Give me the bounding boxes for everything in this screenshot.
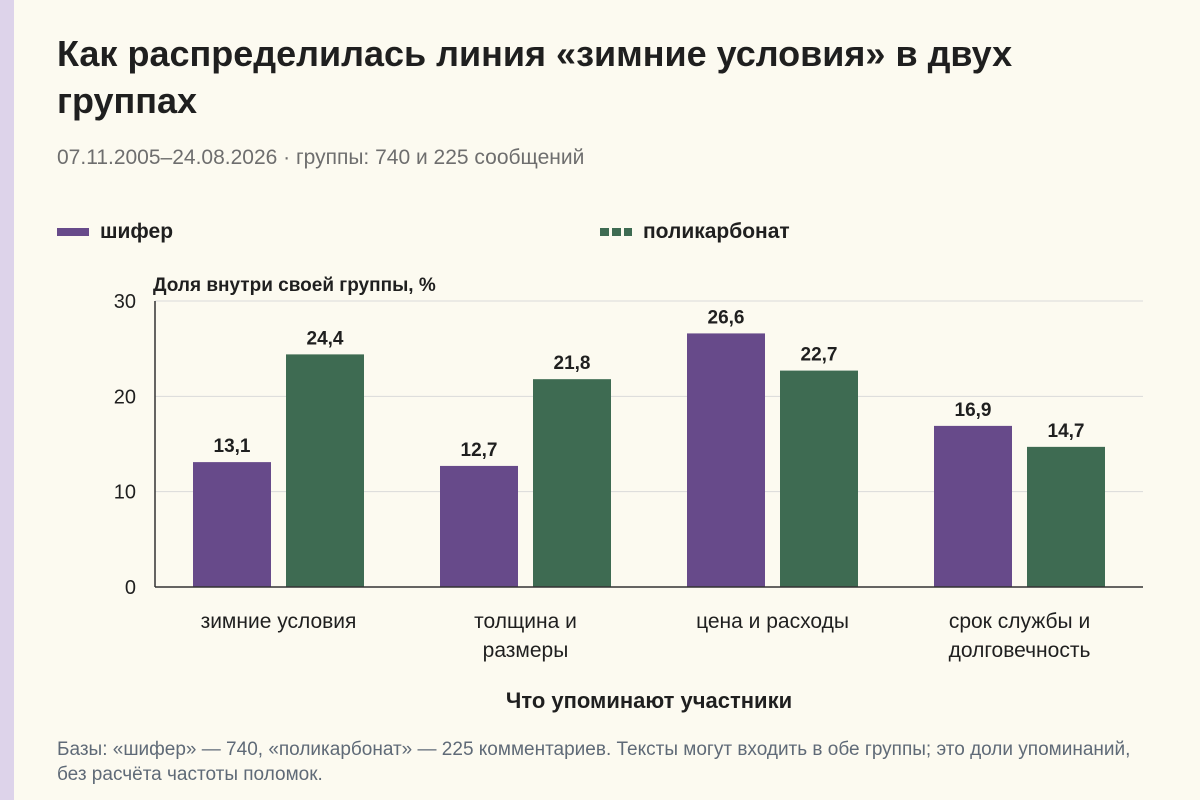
bar-polycarbonate-1 [533, 379, 611, 587]
x-axis-title: Что упоминают участники [506, 688, 792, 713]
x-category-label: цена и расходы [696, 610, 849, 633]
y-axis-ticks: 0 10 20 30 [114, 291, 136, 599]
legend-item-slate: шифер [57, 220, 173, 244]
bar-polycarbonate-0 [286, 354, 364, 587]
legend-item-polycarbonate: поликарбонат [600, 220, 790, 244]
legend-swatch-polycarbonate [600, 228, 632, 236]
x-category-label: толщина и [474, 610, 577, 633]
legend-swatch-slate [57, 228, 89, 236]
bar-value-label: 12,7 [461, 440, 498, 461]
chart-title: Как распределилась линия «зимние условия… [57, 33, 1013, 121]
x-category-label: долговечность [949, 639, 1091, 662]
bar-slate-0 [193, 462, 271, 587]
y-tick-label: 10 [114, 482, 136, 504]
y-tick-label: 20 [114, 386, 136, 408]
x-category-label: размеры [483, 639, 569, 662]
x-category-label: зимние условия [201, 610, 357, 633]
legend-label-polycarbonate: поликарбонат [643, 220, 790, 243]
side-accent-strip [0, 0, 14, 800]
bar-slate-3 [934, 425, 1012, 587]
bar-slate-1 [440, 465, 518, 587]
chart-footnote: Базы: «шифер» — 740, «поликарбонат» — 22… [57, 739, 1131, 785]
bar-slate-2 [687, 333, 765, 587]
bar-polycarbonate-3 [1027, 446, 1105, 587]
bar-value-label: 14,7 [1048, 421, 1085, 442]
y-tick-label: 0 [125, 577, 136, 599]
y-tick-label: 30 [114, 291, 136, 313]
bars: 13,1 24,4 12,7 21,8 26,6 22,7 16,9 14,7 [193, 307, 1105, 587]
legend-label-slate: шифер [100, 220, 174, 243]
y-axis-title: Доля внутри своей группы, % [153, 275, 436, 296]
bar-value-label: 13,1 [214, 436, 251, 457]
bar-value-label: 26,6 [708, 307, 745, 328]
x-category-label: срок службы и [949, 610, 1090, 633]
bar-value-label: 22,7 [801, 345, 838, 366]
bar-value-label: 24,4 [307, 328, 344, 349]
bar-polycarbonate-2 [780, 370, 858, 587]
bar-value-label: 21,8 [554, 353, 591, 374]
bar-value-label: 16,9 [955, 400, 992, 421]
x-axis-categories: зимние условия толщина и размеры цена и рас… [201, 610, 1091, 662]
chart-subtitle: 07.11.2005–24.08.2026 · группы: 740 и 22… [57, 146, 585, 169]
